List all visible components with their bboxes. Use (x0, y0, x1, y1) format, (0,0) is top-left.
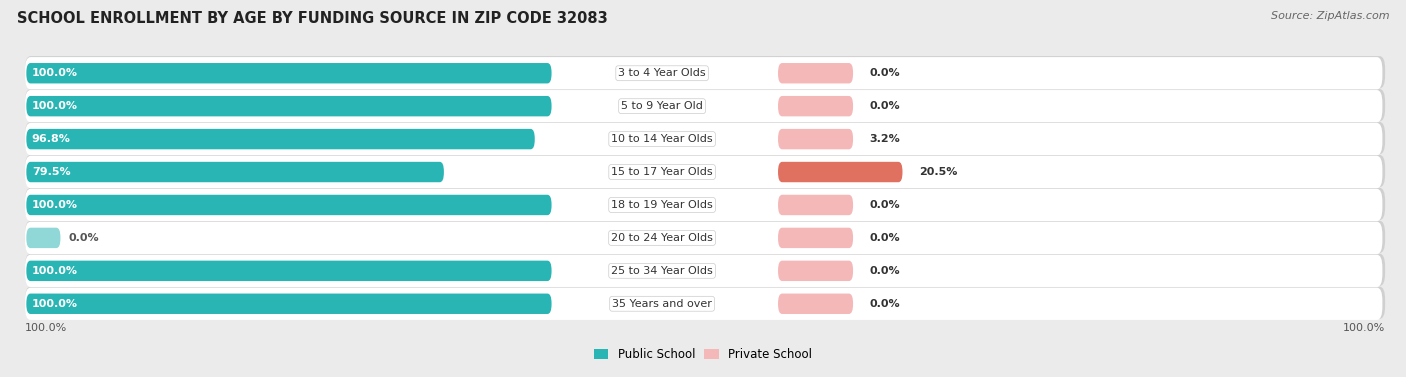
Text: 100.0%: 100.0% (32, 299, 77, 309)
Text: 0.0%: 0.0% (869, 299, 900, 309)
FancyBboxPatch shape (778, 195, 853, 215)
FancyBboxPatch shape (778, 261, 853, 281)
FancyBboxPatch shape (778, 294, 853, 314)
Text: 0.0%: 0.0% (869, 68, 900, 78)
Text: 0.0%: 0.0% (869, 233, 900, 243)
Text: 0.0%: 0.0% (869, 101, 900, 111)
FancyBboxPatch shape (25, 222, 1382, 254)
FancyBboxPatch shape (778, 129, 853, 149)
Text: 0.0%: 0.0% (869, 200, 900, 210)
FancyBboxPatch shape (27, 195, 551, 215)
Text: 3 to 4 Year Olds: 3 to 4 Year Olds (619, 68, 706, 78)
Text: 25 to 34 Year Olds: 25 to 34 Year Olds (612, 266, 713, 276)
FancyBboxPatch shape (27, 162, 444, 182)
Text: 79.5%: 79.5% (32, 167, 70, 177)
FancyBboxPatch shape (25, 156, 1382, 188)
FancyBboxPatch shape (25, 122, 1385, 154)
Text: 20.5%: 20.5% (920, 167, 957, 177)
Text: 100.0%: 100.0% (25, 323, 67, 334)
FancyBboxPatch shape (25, 287, 1385, 319)
Text: 5 to 9 Year Old: 5 to 9 Year Old (621, 101, 703, 111)
Text: 35 Years and over: 35 Years and over (612, 299, 711, 309)
Legend: Public School, Private School: Public School, Private School (589, 343, 817, 366)
FancyBboxPatch shape (25, 123, 1382, 155)
Text: 10 to 14 Year Olds: 10 to 14 Year Olds (612, 134, 713, 144)
Text: 100.0%: 100.0% (32, 101, 77, 111)
FancyBboxPatch shape (25, 56, 1385, 88)
FancyBboxPatch shape (778, 63, 853, 83)
FancyBboxPatch shape (27, 129, 534, 149)
Text: 0.0%: 0.0% (869, 266, 900, 276)
FancyBboxPatch shape (778, 228, 853, 248)
FancyBboxPatch shape (27, 261, 551, 281)
Text: 100.0%: 100.0% (32, 200, 77, 210)
Text: 100.0%: 100.0% (32, 266, 77, 276)
FancyBboxPatch shape (25, 57, 1382, 89)
Text: 96.8%: 96.8% (32, 134, 70, 144)
FancyBboxPatch shape (25, 221, 1385, 253)
FancyBboxPatch shape (27, 294, 551, 314)
FancyBboxPatch shape (778, 162, 903, 182)
FancyBboxPatch shape (25, 188, 1385, 220)
FancyBboxPatch shape (25, 288, 1382, 320)
FancyBboxPatch shape (25, 90, 1382, 122)
FancyBboxPatch shape (25, 155, 1385, 187)
FancyBboxPatch shape (27, 63, 551, 83)
Text: 15 to 17 Year Olds: 15 to 17 Year Olds (612, 167, 713, 177)
Text: 100.0%: 100.0% (32, 68, 77, 78)
FancyBboxPatch shape (27, 228, 60, 248)
Text: 20 to 24 Year Olds: 20 to 24 Year Olds (612, 233, 713, 243)
Text: Source: ZipAtlas.com: Source: ZipAtlas.com (1271, 11, 1389, 21)
FancyBboxPatch shape (25, 255, 1382, 287)
FancyBboxPatch shape (778, 96, 853, 116)
FancyBboxPatch shape (25, 189, 1382, 221)
Text: 0.0%: 0.0% (69, 233, 100, 243)
Text: 18 to 19 Year Olds: 18 to 19 Year Olds (612, 200, 713, 210)
Text: 3.2%: 3.2% (869, 134, 900, 144)
FancyBboxPatch shape (25, 254, 1385, 286)
Text: 100.0%: 100.0% (1343, 323, 1385, 334)
FancyBboxPatch shape (25, 89, 1385, 121)
Text: SCHOOL ENROLLMENT BY AGE BY FUNDING SOURCE IN ZIP CODE 32083: SCHOOL ENROLLMENT BY AGE BY FUNDING SOUR… (17, 11, 607, 26)
FancyBboxPatch shape (27, 96, 551, 116)
